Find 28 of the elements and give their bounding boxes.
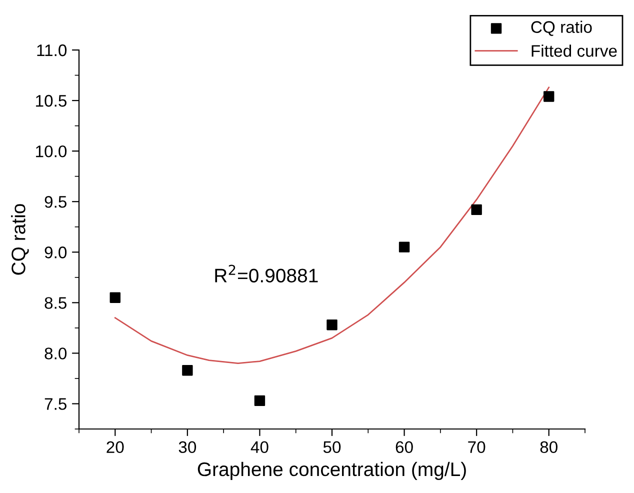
y-tick-label: 7.5 bbox=[44, 398, 66, 410]
point bbox=[182, 365, 193, 376]
annotation: R$^{2}$=0.90881 bbox=[215, 264, 318, 282]
x-tick-label: 70 bbox=[468, 441, 486, 454]
point bbox=[544, 91, 554, 102]
legend-label: CQ ratio bbox=[531, 20, 592, 36]
y-tick-label: 8.5 bbox=[44, 297, 66, 309]
y-tick-label: 11.0 bbox=[37, 44, 67, 56]
y-tick-label: 10.0 bbox=[36, 145, 67, 158]
x-axis-title: Graphene concentration (mg/L) bbox=[198, 462, 466, 480]
point bbox=[254, 395, 266, 406]
line-series bbox=[114, 86, 550, 364]
x-tick-label: 20 bbox=[106, 441, 124, 454]
point bbox=[398, 242, 410, 252]
y-axis-title: CQ ratio bbox=[11, 204, 29, 275]
y-tick-label: 9.5 bbox=[44, 196, 66, 208]
x-tick-label: 40 bbox=[250, 441, 268, 454]
point bbox=[471, 204, 482, 216]
y-tick-label: 8.0 bbox=[44, 348, 67, 360]
y-tick-label: 10.5 bbox=[36, 94, 66, 107]
point bbox=[326, 320, 338, 330]
legend-label: Fitted curve bbox=[532, 44, 617, 57]
x-tick-label: 80 bbox=[540, 441, 558, 454]
x-tick-label: 30 bbox=[178, 441, 196, 454]
y-tick-label: 9.0 bbox=[44, 246, 67, 258]
x-tick-label: 50 bbox=[323, 441, 341, 454]
x-tick-label: 60 bbox=[396, 441, 413, 454]
point bbox=[110, 292, 120, 303]
